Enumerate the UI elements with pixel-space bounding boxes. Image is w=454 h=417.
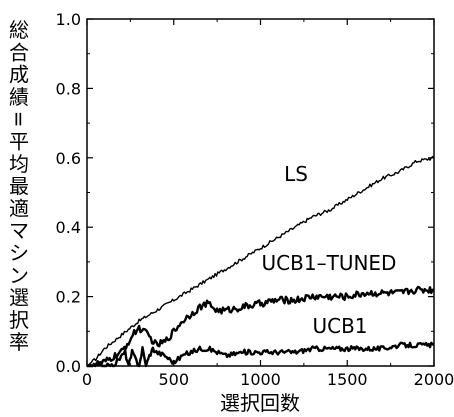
series-line-ucb1-tuned	[86, 285, 435, 368]
series-line-ls	[86, 155, 435, 367]
y-axis-title-char: 均	[9, 152, 29, 176]
series-label-ls: LS	[284, 162, 308, 186]
y-tick-label: 0.6	[56, 149, 81, 168]
y-axis-title-char: 選	[9, 286, 29, 310]
y-axis-title-char: 適	[9, 196, 29, 220]
y-axis-title-char: 最	[9, 174, 29, 198]
y-tick-label: 1.0	[56, 10, 81, 29]
y-axis-title-char: 成	[9, 63, 29, 87]
x-tick-label: 1500	[327, 370, 368, 389]
axis-ticks: 0 500 1000 1500 2000 0.0 0.2 0.4 0.6 0.8 1.0	[56, 10, 454, 389]
y-tick-label: 0.8	[56, 79, 81, 98]
y-tick-label: 0.4	[56, 218, 81, 237]
y-tick-label: 0.2	[56, 288, 81, 307]
series-label-ucb1-tuned: UCB1–TUNED	[262, 251, 397, 275]
plot-frame	[86, 18, 435, 367]
x-tick-label: 2000	[414, 370, 454, 389]
y-axis-title-char: 総	[9, 18, 29, 42]
x-tick-label: 500	[158, 370, 189, 389]
series-line-ucb1	[87, 341, 435, 368]
series-label-ucb1: UCB1	[312, 314, 367, 338]
y-axis-title-char: 績	[9, 85, 29, 109]
y-tick-label: 0.0	[56, 357, 81, 376]
x-tick-label: 0	[82, 370, 92, 389]
y-axis-title-char: ン	[9, 263, 29, 287]
x-tick-label: 1000	[240, 370, 281, 389]
x-axis-title: 選択回数	[220, 391, 300, 415]
y-axis-title-char: 択	[9, 308, 29, 332]
y-axis-title-char: マ	[9, 219, 29, 243]
y-axis-title-char: 平	[9, 130, 29, 154]
series-lines	[86, 155, 435, 368]
y-axis-title-char: 率	[9, 330, 29, 354]
y-axis-title-char: 合	[9, 40, 29, 64]
y-axis-title-char: シ	[9, 241, 29, 265]
y-axis-title-char: =	[7, 111, 31, 128]
